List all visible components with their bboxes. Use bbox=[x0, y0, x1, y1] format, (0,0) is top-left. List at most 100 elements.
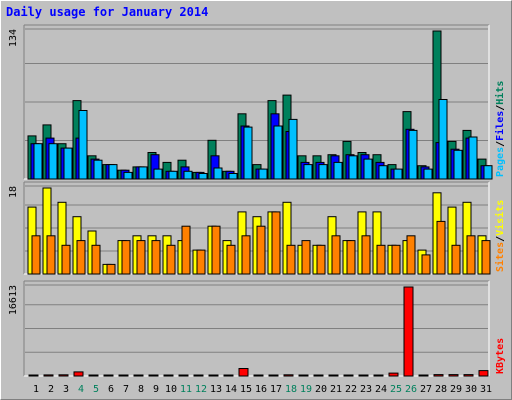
bar-pages-day-16 bbox=[258, 168, 268, 180]
chart-panel-visits: 18 Sites/Visits bbox=[8, 181, 506, 275]
bar-kbytes-day-23 bbox=[358, 374, 369, 377]
x-axis-day-label: 23 bbox=[360, 384, 372, 395]
bar-sites-day-4 bbox=[76, 240, 86, 275]
bar-kbytes-day-25 bbox=[388, 372, 399, 377]
bar-pages-day-4 bbox=[78, 110, 88, 180]
bar-pages-day-19 bbox=[303, 164, 313, 180]
bar-sites-day-8 bbox=[136, 240, 146, 275]
x-axis-day-label: 4 bbox=[78, 384, 84, 395]
bar-kbytes-day-24 bbox=[373, 374, 384, 377]
legend-label: Sites/Visits bbox=[494, 200, 506, 272]
bar-kbytes-day-20 bbox=[313, 374, 324, 377]
x-axis-day-label: 3 bbox=[63, 384, 69, 395]
bar-kbytes-day-19 bbox=[298, 374, 309, 377]
bar-sites-day-11 bbox=[181, 225, 191, 275]
bar-pages-day-5 bbox=[93, 159, 103, 180]
bar-sites-day-25 bbox=[391, 244, 401, 275]
bar-pages-day-13 bbox=[213, 167, 223, 180]
x-axis-day-label: 1 bbox=[33, 384, 39, 395]
bar-kbytes-day-13 bbox=[208, 374, 219, 377]
bar-sites-day-20 bbox=[316, 244, 326, 275]
bar-sites-day-22 bbox=[346, 240, 356, 275]
x-axis-day-label: 15 bbox=[240, 384, 252, 395]
bar-kbytes-day-16 bbox=[253, 374, 264, 377]
x-axis-day-label: 9 bbox=[153, 384, 159, 395]
legend-entry: Sites bbox=[494, 242, 506, 272]
bar-kbytes-day-8 bbox=[133, 374, 144, 377]
bar-sites-day-28 bbox=[436, 220, 446, 275]
bar-sites-day-10 bbox=[166, 244, 176, 275]
bar-kbytes-day-31 bbox=[478, 370, 489, 377]
bar-sites-day-5 bbox=[91, 244, 101, 275]
bar-kbytes-day-28 bbox=[433, 374, 444, 377]
x-axis-day-label: 20 bbox=[315, 384, 327, 395]
x-axis-day-label: 13 bbox=[210, 384, 222, 395]
bar-pages-day-18 bbox=[288, 118, 298, 180]
legend-label: Pages/Files/Hits bbox=[494, 81, 506, 177]
x-axis-day-label: 10 bbox=[165, 384, 177, 395]
bar-kbytes-day-14 bbox=[223, 374, 234, 377]
chart-title: Daily usage for January 2014 bbox=[6, 5, 209, 19]
bar-pages-day-20 bbox=[318, 164, 328, 180]
bar-sites-day-23 bbox=[361, 235, 371, 275]
bar-pages-day-7 bbox=[123, 171, 133, 180]
bar-pages-day-22 bbox=[348, 155, 358, 180]
bar-pages-day-12 bbox=[198, 173, 208, 180]
bar-sites-day-13 bbox=[211, 225, 221, 275]
bar-pages-day-31 bbox=[483, 165, 493, 180]
y-axis-max-label: 18 bbox=[8, 186, 19, 198]
x-axis-day-label: 18 bbox=[285, 384, 297, 395]
x-axis-day-label: 21 bbox=[330, 384, 342, 395]
bar-pages-day-17 bbox=[273, 125, 283, 180]
bar-kbytes-day-3 bbox=[58, 374, 69, 377]
bar-sites-day-3 bbox=[61, 244, 71, 275]
bar-pages-day-30 bbox=[468, 136, 478, 180]
bar-pages-day-9 bbox=[153, 168, 163, 180]
bar-kbytes-day-7 bbox=[118, 374, 129, 377]
bar-kbytes-day-29 bbox=[448, 374, 459, 377]
x-axis-day-label: 19 bbox=[300, 384, 312, 395]
bar-kbytes-day-6 bbox=[103, 374, 114, 377]
bar-sites-day-16 bbox=[256, 225, 266, 275]
bar-sites-day-6 bbox=[106, 263, 116, 275]
y-axis-max-label: 16613 bbox=[8, 285, 19, 315]
legend-separator: / bbox=[495, 105, 506, 111]
x-axis-day-label: 25 bbox=[390, 384, 402, 395]
bar-sites-day-17 bbox=[271, 211, 281, 275]
legend-entry: Visits bbox=[494, 200, 506, 236]
bar-sites-day-31 bbox=[481, 240, 491, 275]
bar-sites-day-24 bbox=[376, 244, 386, 275]
legend-label: KBytes bbox=[495, 338, 506, 374]
x-axis-day-label: 29 bbox=[450, 384, 462, 395]
bar-kbytes-day-10 bbox=[163, 374, 174, 377]
bar-kbytes-day-15 bbox=[238, 368, 249, 377]
bar-sites-day-29 bbox=[451, 244, 461, 275]
x-axis-day-label: 11 bbox=[180, 384, 192, 395]
x-axis-day-label: 26 bbox=[405, 384, 417, 395]
x-axis-day-label: 16 bbox=[255, 384, 267, 395]
x-axis-day-label: 14 bbox=[225, 384, 237, 395]
bar-sites-day-9 bbox=[151, 240, 161, 275]
bar-pages-day-26 bbox=[408, 129, 418, 180]
bar-kbytes-day-18 bbox=[283, 374, 294, 377]
bar-kbytes-day-30 bbox=[463, 374, 474, 377]
bar-pages-day-11 bbox=[183, 170, 193, 180]
bar-pages-day-24 bbox=[378, 165, 388, 180]
bar-pages-day-2 bbox=[48, 143, 58, 180]
x-axis-day-label: 22 bbox=[345, 384, 357, 395]
legend-entry: Hits bbox=[494, 81, 506, 105]
legend-separator: / bbox=[495, 141, 506, 147]
x-axis-day-label: 2 bbox=[48, 384, 54, 395]
bar-kbytes-day-22 bbox=[343, 374, 354, 377]
bar-kbytes-day-11 bbox=[178, 374, 189, 377]
bar-pages-day-29 bbox=[453, 149, 463, 180]
bar-pages-day-6 bbox=[108, 164, 118, 180]
bar-pages-day-15 bbox=[243, 126, 253, 180]
legend-entry: KBytes bbox=[495, 338, 506, 374]
bar-kbytes-day-2 bbox=[43, 374, 54, 377]
bar-sites-day-2 bbox=[46, 235, 56, 275]
bar-kbytes-day-1 bbox=[28, 374, 39, 377]
bar-pages-day-10 bbox=[168, 170, 178, 180]
bar-pages-day-8 bbox=[138, 166, 148, 180]
